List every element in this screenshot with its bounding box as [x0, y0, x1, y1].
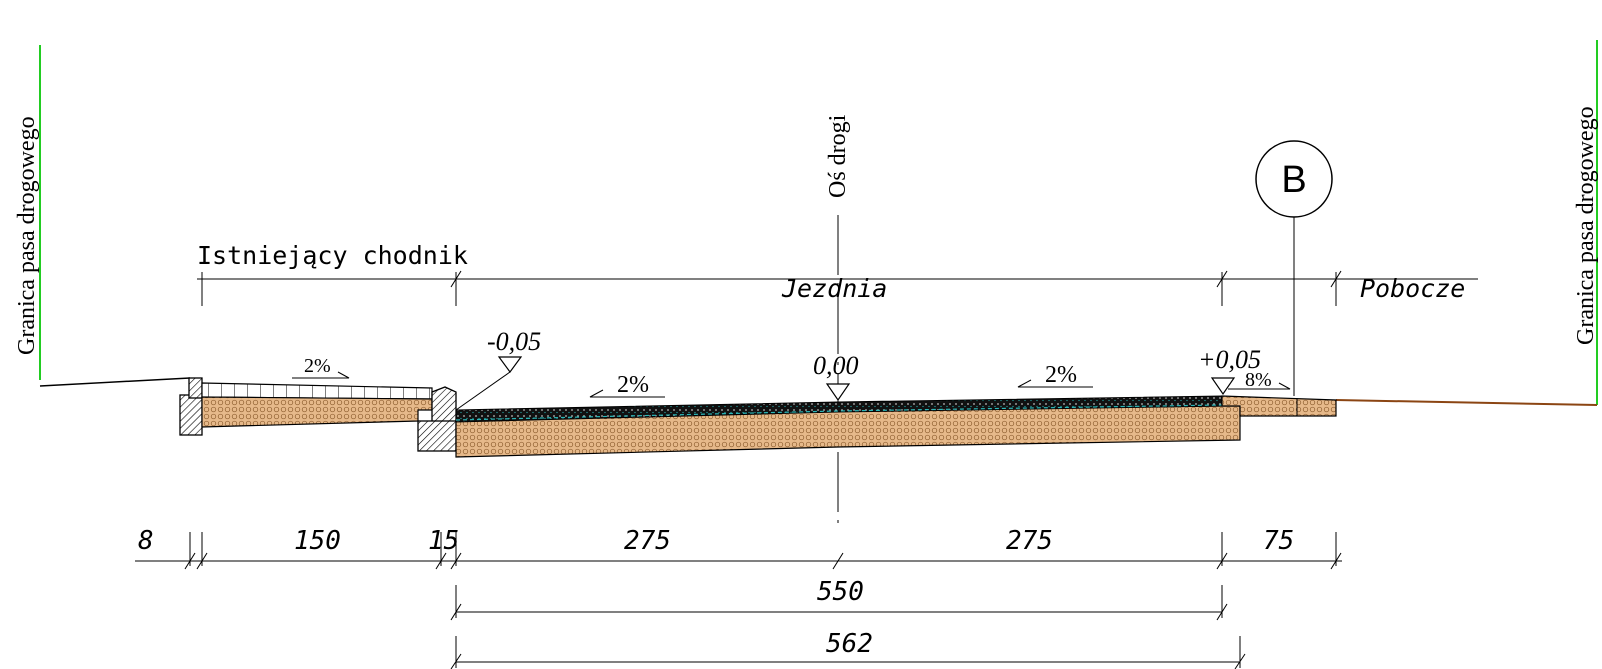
section-label-shoulder: Pobocze: [1360, 274, 1465, 303]
marker-b-label: B: [1281, 159, 1306, 201]
curb-foundation: [417, 420, 457, 452]
slope-label-road-right: 2%: [1045, 362, 1077, 388]
dimension-slash: [832, 552, 844, 570]
dimension-label-275-right: 275: [1006, 526, 1053, 556]
section-label-roadway: Jezdnia: [781, 274, 887, 303]
dimension-slash: [435, 552, 447, 570]
dimension-slash: [184, 552, 196, 570]
dimension-slash: [1330, 552, 1342, 570]
dimension-slash: [196, 552, 208, 570]
slope-arrow-road-right: [1017, 379, 1093, 388]
section-label-sidewalk: Istniejący chodnik: [197, 241, 468, 270]
dimension-slash: [450, 552, 462, 570]
dimension-slash: [450, 603, 462, 621]
sidewalk-outer-curb-top: [188, 377, 203, 399]
elevation-leader-left: [455, 371, 511, 411]
dimension-slash: [1216, 603, 1228, 621]
section-slash: [450, 270, 462, 288]
dimension-slash: [1216, 552, 1228, 570]
elevation-marker-axis: [825, 383, 851, 402]
sidewalk-base: [201, 396, 433, 428]
dimension-label-562: 562: [826, 629, 873, 659]
section-slash: [1216, 270, 1228, 288]
slope-label-shoulder: 8%: [1245, 369, 1272, 391]
dimension-label-150: 150: [294, 526, 341, 556]
elevation-label-right: +0,05: [1198, 345, 1261, 374]
terrain-line-left: [39, 377, 191, 387]
slope-label-sidewalk: 2%: [304, 355, 331, 377]
slope-arrow-shoulder: [1228, 382, 1291, 390]
road-axis-label: Oś drogi: [825, 114, 851, 198]
dimension-label-275-left: 275: [624, 526, 671, 556]
elevation-marker-left: [497, 356, 523, 374]
sidewalk-outer-curb: [179, 394, 203, 436]
dimension-label-8: 8: [138, 526, 154, 556]
elevation-label-axis: 0,00: [813, 351, 859, 380]
elevation-marker-right: [1210, 377, 1236, 396]
dimension-label-15: 15: [428, 526, 459, 556]
slope-arrow-sidewalk: [292, 371, 350, 379]
section-slash: [1330, 270, 1342, 288]
sidewalk-paving: [201, 382, 433, 400]
boundary-label-right: Granica pasa drogowego: [1573, 106, 1599, 345]
slope-arrow-road-left: [589, 389, 665, 398]
shoulder-layer: [1221, 395, 1337, 417]
dimension-label-550: 550: [817, 577, 864, 607]
terrain-line-right: [1335, 399, 1598, 406]
dimension-slash: [450, 653, 462, 669]
dimension-slash: [1234, 653, 1246, 669]
dimension-label-75: 75: [1263, 526, 1294, 556]
roadway-binder-line: [455, 404, 1223, 421]
elevation-label-left: -0,05: [487, 327, 541, 356]
slope-label-road-left: 2%: [617, 372, 649, 398]
boundary-label-left: Granica pasa drogowego: [14, 116, 40, 355]
